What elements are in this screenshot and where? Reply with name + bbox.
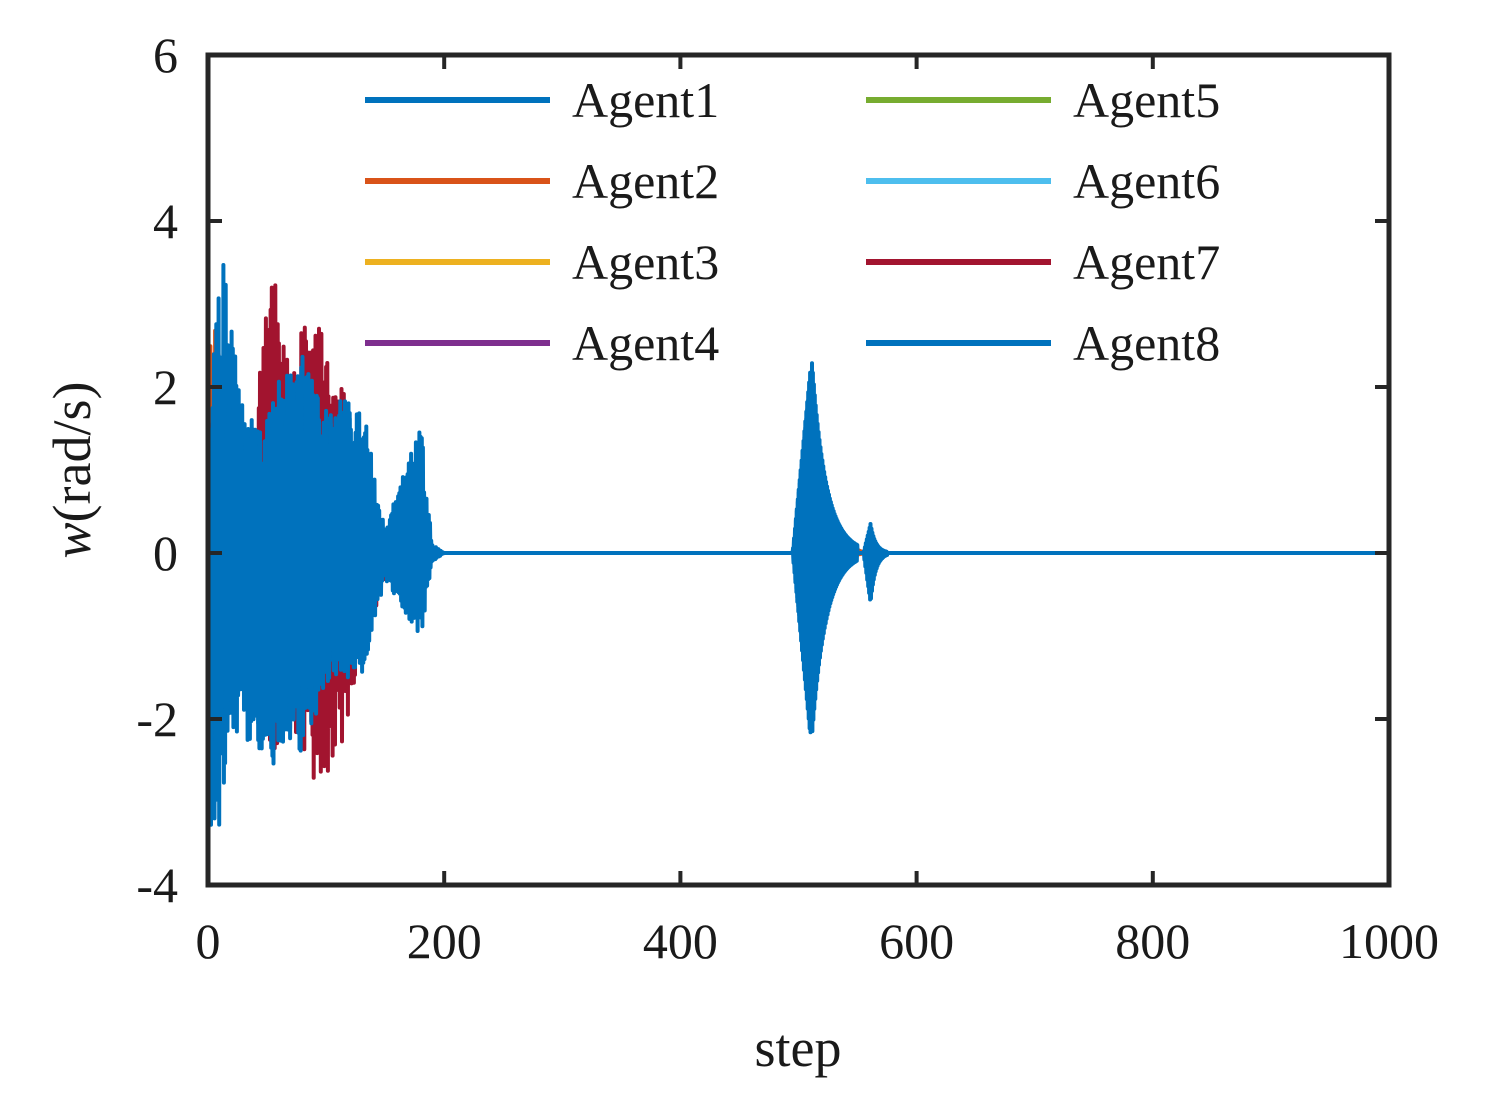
legend-label: Agent7 [1073, 234, 1220, 290]
ticks-layer: 0 200 400 600 800 1000 -4 -2 0 2 4 6 [136, 27, 1439, 969]
x-tick-label: 0 [196, 913, 221, 969]
y-tick-label: -4 [136, 857, 178, 913]
y-tick-label: 4 [153, 193, 178, 249]
y-axis-unit: (rad/s) [42, 382, 102, 523]
y-tick-label: -2 [136, 691, 178, 747]
legend-entry-agent7: Agent7 [866, 234, 1220, 290]
x-tick-label: 600 [879, 913, 954, 969]
legend-label: Agent2 [572, 153, 719, 209]
legend-entry-agent4: Agent4 [365, 315, 719, 371]
y-tick-label: 0 [153, 525, 178, 581]
legend-label: Agent6 [1073, 153, 1220, 209]
plot-frame [205, 52, 1392, 888]
x-tick-label: 800 [1115, 913, 1190, 969]
legend-label: Agent5 [1073, 72, 1220, 128]
x-tick-label: 200 [407, 913, 482, 969]
y-axis-title: w(rad/s) [42, 382, 102, 559]
legend-label: Agent1 [572, 72, 719, 128]
legend-entry-agent5: Agent5 [866, 72, 1220, 128]
legend-label: Agent4 [572, 315, 719, 371]
x-tick-label: 400 [643, 913, 718, 969]
series-line-agent8 [208, 370, 1389, 762]
y-tick-label: 6 [153, 27, 178, 83]
legend-entry-agent1: Agent1 [365, 72, 719, 128]
legend-label: Agent3 [572, 234, 719, 290]
legend: Agent1 Agent2 Agent3 Agent4 Agent5 Agent6 Agen… [365, 72, 1220, 371]
x-axis-title: step [755, 1018, 842, 1078]
legend-entry-agent6: Agent6 [866, 153, 1220, 209]
legend-entry-agent3: Agent3 [365, 234, 719, 290]
y-axis-var: w [42, 522, 102, 558]
legend-label: Agent8 [1073, 315, 1220, 371]
x-tick-label: 1000 [1339, 913, 1439, 969]
legend-entry-agent2: Agent2 [365, 153, 719, 209]
series-layer [208, 263, 1389, 827]
legend-entry-agent8: Agent8 [866, 315, 1220, 371]
y-tick-label: 2 [153, 359, 178, 415]
